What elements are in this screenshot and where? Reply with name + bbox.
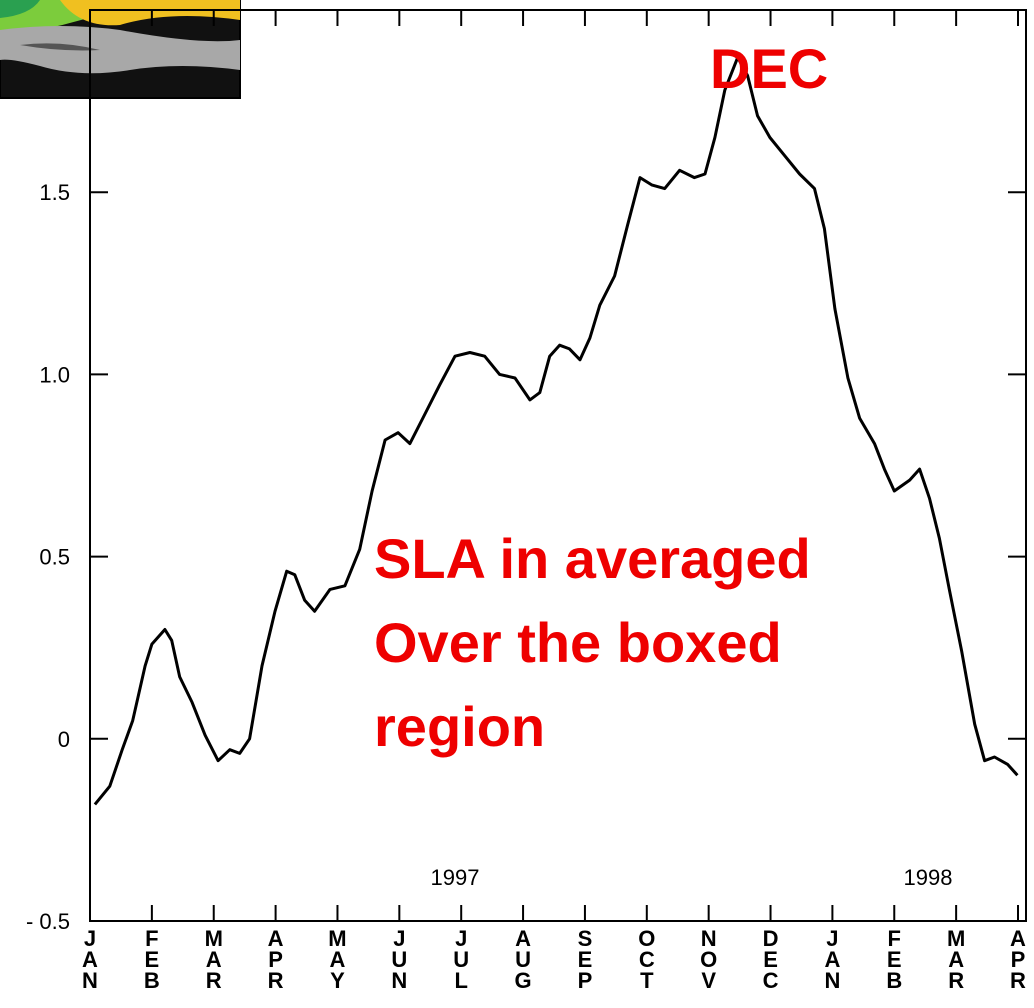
inset-map xyxy=(0,0,240,98)
y-tick-label: 1.0 xyxy=(39,362,70,387)
y-tick-label: 1.5 xyxy=(39,180,70,205)
y-tick-label: 0 xyxy=(58,727,70,752)
annotation: SLA in averaged xyxy=(374,527,811,590)
chart: - 0.5 0 0.5 1.0 1.5 JAN FEB MAR APR MAY JUN JUL AUG S… xyxy=(0,0,1034,1008)
y-tick-label: 0.5 xyxy=(39,545,70,570)
y-tick-label: - 0.5 xyxy=(26,909,70,934)
annotation: region xyxy=(374,695,545,758)
annotation: Over the boxed xyxy=(374,611,782,674)
annotation: DEC xyxy=(710,37,828,100)
data-line xyxy=(95,57,1018,804)
year-label: 1997 xyxy=(431,865,480,890)
plot-frame xyxy=(90,10,1026,921)
year-label: 1998 xyxy=(904,865,953,890)
